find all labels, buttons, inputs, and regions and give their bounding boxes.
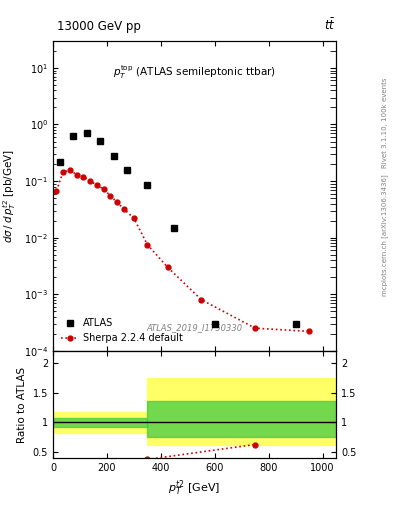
ATLAS <box>145 182 150 188</box>
ATLAS <box>125 167 130 174</box>
ATLAS <box>71 133 75 139</box>
Sherpa 2.2.4 default <box>199 296 204 303</box>
Sherpa 2.2.4 default <box>132 215 136 221</box>
Legend: ATLAS, Sherpa 2.2.4 default: ATLAS, Sherpa 2.2.4 default <box>58 315 186 346</box>
Text: mcplots.cern.ch [arXiv:1306.3436]: mcplots.cern.ch [arXiv:1306.3436] <box>382 175 388 296</box>
Text: ATLAS_2019_I1750330: ATLAS_2019_I1750330 <box>147 323 242 332</box>
Sherpa 2.2.4 default <box>94 182 99 188</box>
Sherpa 2.2.4 default <box>115 199 119 205</box>
Y-axis label: $d\sigma\,/\,d\,p_T^{t2}$ [pb/GeV]: $d\sigma\,/\,d\,p_T^{t2}$ [pb/GeV] <box>2 149 18 243</box>
Line: ATLAS: ATLAS <box>56 129 299 327</box>
Sherpa 2.2.4 default <box>165 264 170 270</box>
ATLAS <box>111 153 116 159</box>
ATLAS <box>212 321 217 327</box>
Text: Rivet 3.1.10, 100k events: Rivet 3.1.10, 100k events <box>382 78 388 168</box>
Line: Sherpa 2.2.4 default: Sherpa 2.2.4 default <box>54 168 312 334</box>
Sherpa 2.2.4 default <box>108 193 113 199</box>
Sherpa 2.2.4 default <box>81 174 86 180</box>
ATLAS <box>98 138 103 144</box>
Sherpa 2.2.4 default <box>88 178 92 184</box>
ATLAS <box>84 130 89 136</box>
Sherpa 2.2.4 default <box>121 206 126 212</box>
ATLAS <box>293 321 298 327</box>
ATLAS <box>172 225 177 231</box>
Sherpa 2.2.4 default <box>145 242 150 248</box>
Sherpa 2.2.4 default <box>54 187 59 194</box>
Sherpa 2.2.4 default <box>68 167 72 174</box>
X-axis label: $p_T^{t2}$ [GeV]: $p_T^{t2}$ [GeV] <box>168 479 221 498</box>
Text: 13000 GeV pp: 13000 GeV pp <box>57 20 141 33</box>
Sherpa 2.2.4 default <box>74 172 79 178</box>
Sherpa 2.2.4 default <box>61 169 66 175</box>
ATLAS <box>57 159 62 165</box>
Sherpa 2.2.4 default <box>307 328 311 334</box>
Text: $t\bar{t}$: $t\bar{t}$ <box>325 18 336 33</box>
Sherpa 2.2.4 default <box>101 186 106 192</box>
Text: $p_T^{\rm top}$ (ATLAS semileptonic ttbar): $p_T^{\rm top}$ (ATLAS semileptonic ttba… <box>113 62 276 80</box>
Sherpa 2.2.4 default <box>253 325 257 331</box>
Y-axis label: Ratio to ATLAS: Ratio to ATLAS <box>17 367 27 442</box>
